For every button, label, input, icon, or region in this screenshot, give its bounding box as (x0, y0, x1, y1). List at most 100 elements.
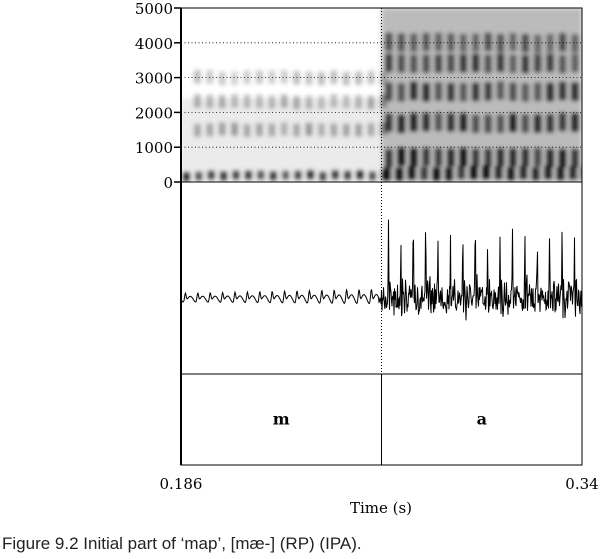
vowel-formant-pulse (459, 83, 467, 102)
nasal-formant-pulse (293, 96, 300, 110)
nasal-formant-pulse (243, 94, 251, 109)
vowel-formant-pulse (422, 112, 430, 131)
voice-bar-pulse (344, 170, 351, 180)
vowel-low-pulse (457, 165, 465, 180)
voice-bar-pulse (257, 170, 265, 180)
voice-bar-pulse (220, 171, 227, 181)
spectrogram-panel: 0 1000 2000 3000 4000 5000 (135, 0, 583, 192)
vowel-formant-pulse (546, 53, 554, 72)
vowel-formant-pulse (497, 148, 504, 167)
nasal-formant-pulse (318, 123, 325, 137)
vowel-formant-pulse (546, 83, 554, 102)
vowel-formant-pulse (497, 81, 504, 100)
vowel-formant-pulse (521, 83, 529, 102)
vowel-formant-pulse (447, 148, 455, 167)
nasal-formant-pulse (256, 123, 263, 137)
vowel-formant-pulse (422, 147, 430, 166)
voice-bar-pulse (356, 170, 364, 180)
nasal-formant-pulse (243, 124, 251, 138)
vowel-low-pulse (532, 167, 540, 181)
vowel-formant-pulse (571, 149, 579, 168)
nasal-formant-pulse (243, 70, 251, 84)
vowel-formant-pulse (385, 32, 393, 51)
nasal-formant-pulse (256, 70, 263, 84)
voice-bar-pulse (232, 170, 240, 180)
vowel-formant-pulse (472, 148, 480, 167)
vowel-formant-pulse (422, 54, 430, 73)
vowel-formant-pulse (397, 114, 405, 133)
nasal-formant-pulse (280, 94, 288, 108)
nasal-formant-pulse (330, 123, 338, 137)
vowel-low-pulse (495, 166, 502, 180)
vowel-formant-pulse (484, 82, 492, 101)
vowel-formant-pulse (546, 34, 554, 53)
vowel-low-pulse (395, 167, 403, 181)
voice-bar-pulse (282, 170, 289, 180)
vowel-formant-pulse (546, 149, 554, 168)
voice-bar-pulse (269, 171, 277, 181)
vowel-formant-pulse (534, 148, 542, 167)
vowel-formant-pulse (435, 82, 442, 101)
nasal-formant-pulse (206, 95, 214, 109)
nasal-formant-pulse (305, 96, 313, 110)
voice-bar-pulse (294, 170, 302, 180)
nasal-formant-pulse (367, 122, 375, 137)
vowel-low-pulse (557, 167, 564, 181)
x-tick-label-end: 0.34 (565, 475, 598, 493)
vowel-formant-pulse (435, 54, 442, 73)
vowel-formant-pulse (571, 54, 579, 73)
vowel-formant-pulse (410, 54, 418, 73)
voice-bar-pulse (195, 171, 203, 181)
vowel-formant-pulse (497, 114, 504, 133)
nasal-formant-pulse (194, 94, 201, 108)
vowel-formant-pulse (559, 149, 566, 168)
segment-label-a: a (477, 410, 487, 429)
vowel-low-pulse (420, 166, 428, 180)
vowel-formant-pulse (559, 112, 566, 131)
nasal-formant-pulse (194, 70, 201, 84)
y-tick-label: 5000 (135, 0, 173, 18)
vowel-formant-pulse (447, 83, 455, 102)
vowel-low-pulse (581, 166, 582, 180)
vowel-formant-pulse (447, 113, 455, 132)
nasal-formant-pulse (380, 122, 387, 136)
nasal-formant-pulse (206, 70, 214, 84)
y-tick-label: 2000 (135, 104, 173, 122)
vowel-formant-pulse (559, 55, 566, 74)
vowel-formant-pulse (410, 81, 418, 100)
vowel-formant-pulse (397, 33, 405, 52)
nasal-formant-pulse (231, 122, 238, 136)
voice-bar-pulse (319, 172, 327, 181)
nasal-formant-pulse (318, 96, 325, 110)
nasal-formant-pulse (231, 94, 238, 108)
vowel-formant-pulse (509, 54, 517, 73)
vowel-low-pulse (519, 165, 527, 180)
nasal-formant-pulse (218, 95, 226, 109)
vowel-formant-pulse (422, 33, 430, 52)
vowel-formant-pulse (534, 114, 542, 133)
nasal-formant-pulse (330, 70, 338, 84)
y-tick-label: 0 (163, 174, 173, 192)
vowel-low-pulse (445, 167, 453, 181)
vowel-low-pulse (569, 166, 577, 180)
vowel-formant-pulse (459, 113, 467, 132)
nasal-formant-pulse (305, 71, 313, 85)
nasal-formant-pulse (342, 72, 350, 86)
vowel-formant-pulse (385, 149, 393, 168)
nasal-formant-pulse (268, 70, 276, 84)
vowel-formant-pulse (397, 83, 405, 102)
vowel-formant-pulse (571, 34, 579, 53)
vowel-formant-pulse (435, 148, 442, 167)
vowel-formant-pulse (521, 55, 529, 74)
vowel-low-pulse (470, 165, 478, 180)
segment-label-m: m (273, 410, 290, 429)
vowel-formant-pulse (410, 148, 418, 167)
vowel-low-pulse (383, 167, 391, 181)
vowel-formant-pulse (397, 54, 405, 73)
vowel-formant-pulse (521, 34, 529, 53)
vowel-low-pulse (507, 167, 515, 181)
figure-caption: Figure 9.2 Initial part of ‘map’, [mæ-] … (2, 534, 362, 553)
vowel-formant-pulse (571, 113, 579, 132)
